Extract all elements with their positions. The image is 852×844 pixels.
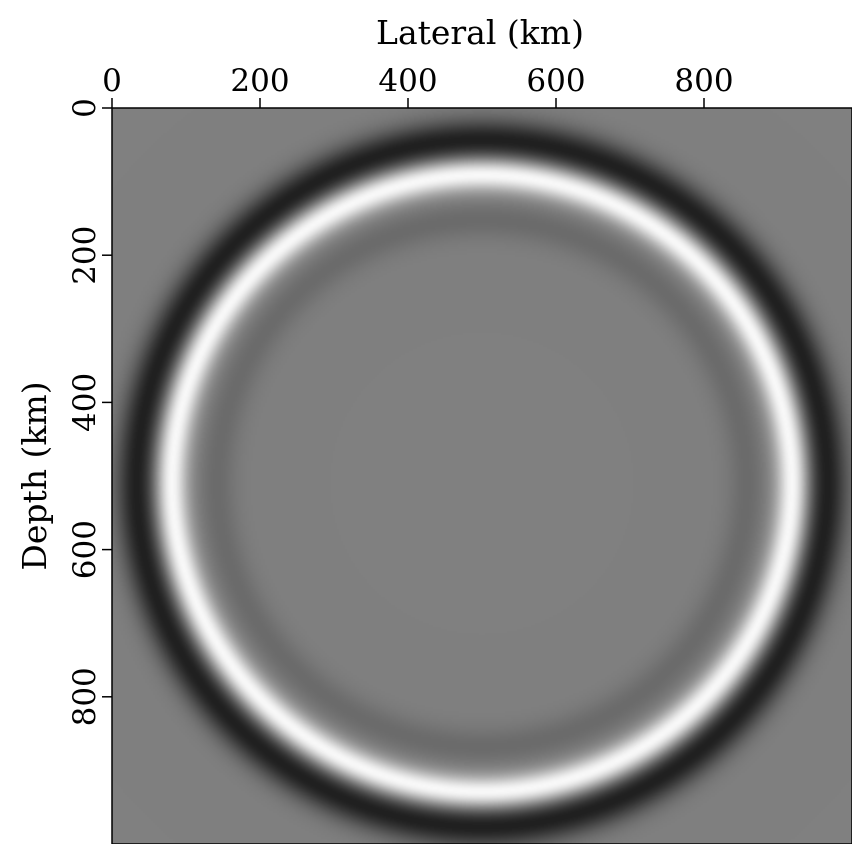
y-tick-label: 800 — [67, 667, 103, 726]
wavefront-heatmap-image — [112, 108, 852, 844]
x-tick-label: 800 — [674, 63, 733, 99]
y-axis-label: Depth (km) — [15, 381, 54, 570]
x-tick-label: 0 — [102, 63, 122, 99]
y-tick-label: 0 — [67, 98, 103, 118]
y-tick-label: 400 — [67, 373, 103, 432]
y-tick-label: 600 — [67, 520, 103, 579]
plot-frame — [111, 107, 852, 844]
x-tick-label: 200 — [230, 63, 289, 99]
y-tick-label: 200 — [67, 226, 103, 285]
x-axis: 0 200 400 600 800 — [102, 63, 734, 108]
x-tick-label: 400 — [378, 63, 437, 99]
y-axis: 0 200 400 600 800 — [67, 98, 112, 726]
x-axis-label: Lateral (km) — [376, 13, 584, 52]
x-tick-label: 600 — [526, 63, 585, 99]
plot-area — [111, 107, 852, 844]
